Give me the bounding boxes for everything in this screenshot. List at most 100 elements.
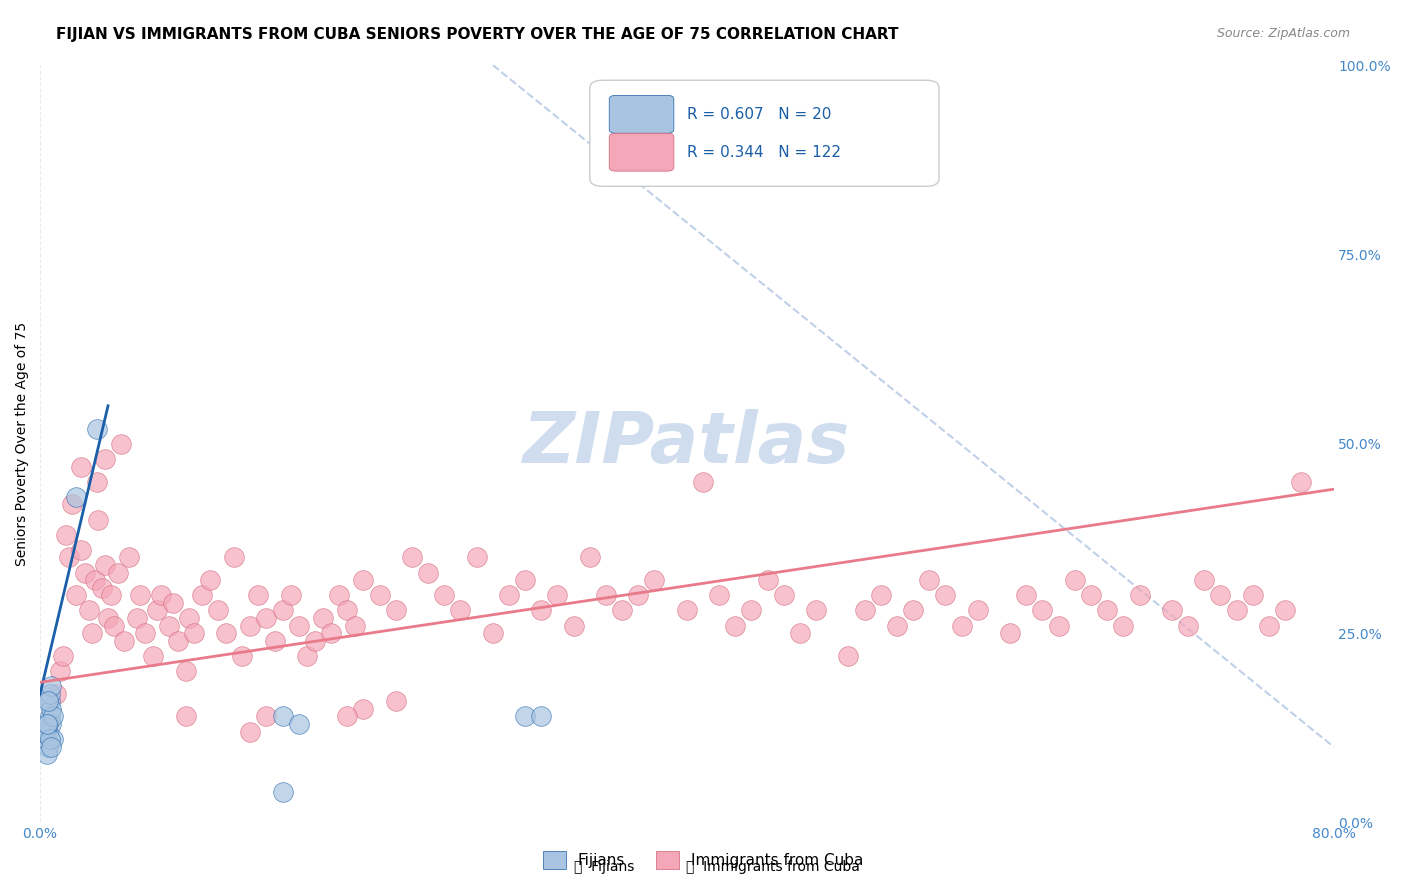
Point bbox=[1274, 603, 1296, 617]
Point bbox=[41, 717, 63, 731]
Text: R = 0.607   N = 20: R = 0.607 N = 20 bbox=[686, 107, 831, 122]
Point bbox=[1047, 618, 1070, 632]
Text: R = 0.344   N = 122: R = 0.344 N = 122 bbox=[686, 145, 841, 160]
Point bbox=[1015, 588, 1038, 602]
Point bbox=[107, 566, 129, 580]
Point bbox=[191, 588, 214, 602]
Point bbox=[1112, 618, 1135, 632]
Point bbox=[271, 603, 294, 617]
Point bbox=[37, 694, 59, 708]
Point bbox=[280, 588, 302, 602]
Point bbox=[385, 694, 408, 708]
Point bbox=[1160, 603, 1182, 617]
Point bbox=[38, 687, 60, 701]
Point bbox=[42, 732, 65, 747]
Point bbox=[127, 611, 149, 625]
Point bbox=[1192, 573, 1215, 587]
Point bbox=[35, 717, 58, 731]
Point bbox=[80, 626, 103, 640]
FancyBboxPatch shape bbox=[609, 95, 673, 133]
Point bbox=[886, 618, 908, 632]
Point bbox=[998, 626, 1021, 640]
Point bbox=[84, 573, 107, 587]
Point bbox=[52, 648, 75, 663]
Point bbox=[546, 588, 568, 602]
Point bbox=[966, 603, 988, 617]
Point bbox=[271, 709, 294, 723]
Point bbox=[145, 603, 167, 617]
Legend: Fijians, Immigrants from Cuba: Fijians, Immigrants from Cuba bbox=[537, 845, 869, 875]
Text: ZIPatlas: ZIPatlas bbox=[523, 409, 851, 478]
Point bbox=[41, 679, 63, 693]
Point bbox=[789, 626, 811, 640]
Point bbox=[1225, 603, 1247, 617]
Point bbox=[174, 664, 197, 678]
Point bbox=[183, 626, 205, 640]
Point bbox=[94, 558, 117, 572]
Point bbox=[772, 588, 794, 602]
Point bbox=[643, 573, 665, 587]
Point bbox=[38, 709, 60, 723]
Point bbox=[177, 611, 200, 625]
Point bbox=[162, 596, 184, 610]
Point bbox=[86, 475, 108, 489]
Point bbox=[256, 709, 278, 723]
Point bbox=[578, 550, 600, 565]
Point bbox=[1209, 588, 1232, 602]
Point bbox=[97, 611, 120, 625]
Point bbox=[724, 618, 747, 632]
Point bbox=[595, 588, 617, 602]
Point bbox=[481, 626, 503, 640]
Point bbox=[1289, 475, 1312, 489]
Point bbox=[288, 618, 311, 632]
Point bbox=[692, 475, 714, 489]
Point bbox=[207, 603, 229, 617]
Point bbox=[1257, 618, 1279, 632]
Point bbox=[513, 709, 536, 723]
Point bbox=[328, 588, 350, 602]
Point bbox=[62, 497, 84, 511]
Point bbox=[75, 566, 97, 580]
Point bbox=[465, 550, 488, 565]
Point bbox=[1031, 603, 1053, 617]
Point bbox=[707, 588, 730, 602]
Point bbox=[239, 618, 262, 632]
Point bbox=[869, 588, 891, 602]
Point bbox=[42, 709, 65, 723]
Point bbox=[918, 573, 941, 587]
Point bbox=[77, 603, 100, 617]
Point bbox=[37, 724, 59, 739]
Point bbox=[562, 618, 585, 632]
Point bbox=[129, 588, 152, 602]
Point bbox=[837, 648, 859, 663]
Point bbox=[69, 542, 91, 557]
Point bbox=[174, 709, 197, 723]
Text: 🟥  Immigrants from Cuba: 🟥 Immigrants from Cuba bbox=[686, 860, 860, 874]
Point bbox=[41, 739, 63, 754]
Point bbox=[198, 573, 221, 587]
Point bbox=[37, 717, 59, 731]
Point bbox=[94, 451, 117, 466]
Point bbox=[271, 785, 294, 799]
Point bbox=[1128, 588, 1150, 602]
Point bbox=[142, 648, 165, 663]
Point bbox=[159, 618, 181, 632]
Point bbox=[55, 527, 77, 541]
Y-axis label: Seniors Poverty Over the Age of 75: Seniors Poverty Over the Age of 75 bbox=[15, 322, 30, 566]
Point bbox=[1241, 588, 1264, 602]
Point bbox=[288, 717, 311, 731]
Point bbox=[530, 603, 553, 617]
Point bbox=[87, 512, 110, 526]
Point bbox=[90, 581, 112, 595]
Point bbox=[368, 588, 391, 602]
Point bbox=[336, 709, 359, 723]
Text: FIJIAN VS IMMIGRANTS FROM CUBA SENIORS POVERTY OVER THE AGE OF 75 CORRELATION CH: FIJIAN VS IMMIGRANTS FROM CUBA SENIORS P… bbox=[56, 27, 898, 42]
Point bbox=[433, 588, 456, 602]
Text: Source: ZipAtlas.com: Source: ZipAtlas.com bbox=[1216, 27, 1350, 40]
Point bbox=[295, 648, 318, 663]
Point bbox=[401, 550, 423, 565]
Point bbox=[675, 603, 697, 617]
Point bbox=[1095, 603, 1118, 617]
Point bbox=[134, 626, 156, 640]
Point bbox=[804, 603, 827, 617]
